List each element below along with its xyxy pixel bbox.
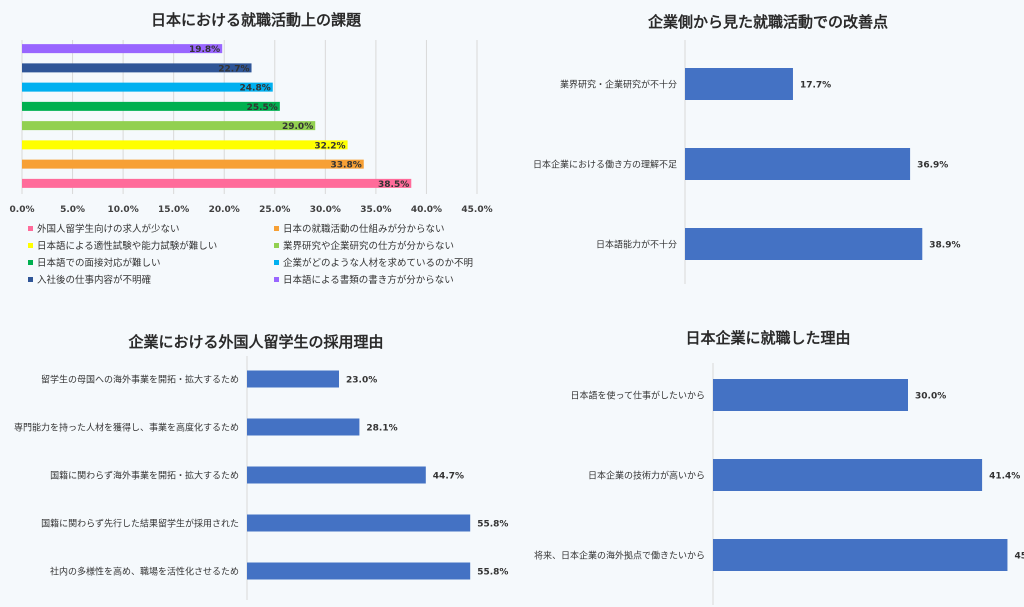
legend-item: 業界研究や企業研究の仕方が分からない: [274, 238, 454, 252]
x-tick-label: 35.0%: [360, 205, 391, 215]
x-tick-label: 45.0%: [461, 205, 492, 215]
bar: [22, 63, 252, 73]
legend-swatch: [28, 225, 33, 231]
legend-item: 入社後の仕事内容が不明確: [28, 272, 151, 286]
bar: [22, 101, 280, 111]
category-label: 留学生の母国への海外事業を開拓・拡大するため: [41, 374, 239, 386]
data-label: 24.8%: [240, 84, 271, 94]
category-label: 社内の多様性を高め、職場を活性化させるため: [50, 566, 239, 578]
data-label: 25.5%: [247, 103, 278, 113]
category-label: 日本企業における働き方の理解不足: [533, 159, 677, 171]
bar: [685, 228, 923, 260]
x-tick-label: 20.0%: [209, 205, 240, 215]
data-label: 45.3%: [1014, 552, 1024, 562]
bar: [22, 140, 348, 150]
bar-chart-job-hunting-issues: 0.0% 5.0% 10.0% 15.0% 20.0% 25.0% 30.0% 35.0% 40…: [10, 40, 493, 215]
legend-label: 日本語での面接対応が難しい: [37, 258, 161, 269]
x-tick-label: 15.0%: [158, 205, 189, 215]
legend-label: 外国人留学生向けの求人が少ない: [37, 224, 180, 235]
legend-swatch: [274, 225, 279, 231]
category-label: 国籍に関わらず海外事業を開拓・拡大するため: [50, 470, 239, 482]
chart-panel-employment-reasons: 日本企業に就職した理由 30.0% 日本語を使って仕事がしたいから 41.4% 日本企…: [512, 310, 1024, 607]
legend-item: 日本語での面接対応が難しい: [28, 255, 161, 269]
legend-swatch: [274, 259, 279, 265]
category-label: 業界研究・企業研究が不十分: [560, 79, 677, 91]
data-label: 29.0%: [282, 122, 313, 132]
data-label: 36.9%: [917, 161, 948, 171]
bar: [247, 370, 339, 388]
bar: [22, 82, 273, 92]
bar-chart-employment-reasons: 30.0% 日本語を使って仕事がしたいから 41.4% 日本企業の技術力が高いから 45…: [534, 363, 1024, 605]
data-label: 38.5%: [378, 180, 409, 190]
bar: [713, 539, 1008, 571]
data-label: 55.8%: [477, 568, 508, 578]
bar-chart-hiring-reasons: 23.0% 留学生の母国への海外事業を開拓・拡大するため 28.1% 専門能力を持った…: [14, 356, 508, 600]
data-label: 28.1%: [366, 424, 397, 434]
x-tick-label: 5.0%: [60, 205, 85, 215]
category-label: 専門能力を持った人材を獲得し、事業を高度化するため: [14, 422, 239, 434]
legend-label: 日本語による適性試験や能力試験が難しい: [37, 241, 218, 252]
data-label: 41.4%: [989, 472, 1020, 482]
legend-label: 業界研究や企業研究の仕方が分からない: [283, 241, 455, 252]
bar-chart-company-improvements: 17.7% 業界研究・企業研究が不十分 36.9% 日本企業における働き方の理解不足 3…: [533, 40, 961, 284]
chart-panel-job-hunting-issues: 日本における就職活動上の課題 0.0% 5.0% 10.0% 15.0% 20.0% 25…: [0, 0, 512, 300]
legend-label: 日本語による書類の書き方が分からない: [283, 275, 454, 286]
x-tick-label: 40.0%: [411, 205, 442, 215]
legend-item: 外国人留学生向けの求人が少ない: [28, 221, 180, 235]
category-label: 国籍に関わらず先行した結果留学生が採用された: [41, 518, 239, 530]
data-label: 22.7%: [218, 64, 249, 74]
legend-swatch: [28, 276, 33, 282]
data-label: 23.0%: [346, 376, 377, 386]
legend-swatch: [28, 242, 33, 248]
bar: [247, 514, 471, 532]
x-tick-label: 25.0%: [259, 205, 290, 215]
chart-title: 日本における就職活動上の課題: [150, 11, 361, 29]
legend-item: 日本語による書類の書き方が分からない: [274, 272, 454, 286]
data-label: 38.9%: [929, 241, 960, 251]
bar: [247, 466, 426, 484]
bar: [247, 562, 471, 580]
data-label: 19.8%: [189, 45, 220, 55]
data-label: 33.8%: [331, 161, 362, 171]
data-label: 30.0%: [915, 392, 946, 402]
bar: [22, 121, 316, 131]
data-label: 32.2%: [314, 141, 345, 151]
chart-title: 企業における外国人留学生の採用理由: [128, 333, 384, 351]
chart-title: 日本企業に就職した理由: [685, 329, 851, 347]
legend-label: 日本の就職活動の仕組みが分からない: [283, 224, 445, 235]
bar: [713, 379, 908, 411]
legend-item: 日本語による適性試験や能力試験が難しい: [28, 238, 217, 252]
data-label: 17.7%: [800, 81, 831, 91]
chart-title: 企業側から見た就職活動での改善点: [647, 13, 888, 31]
data-label: 55.8%: [477, 520, 508, 530]
legend-item: 日本の就職活動の仕組みが分からない: [274, 221, 445, 235]
legend-swatch: [274, 242, 279, 248]
chart-panel-company-improvements: 企業側から見た就職活動での改善点 17.7% 業界研究・企業研究が不十分 36.9%…: [512, 0, 1024, 300]
bar: [685, 68, 793, 100]
bar: [247, 418, 360, 436]
bar: [22, 159, 364, 169]
legend-item: 企業がどのような人材を求めているのか不明: [274, 255, 473, 269]
legend-label: 企業がどのような人材を求めているのか不明: [283, 258, 474, 269]
chart-panel-hiring-reasons: 企業における外国人留学生の採用理由 23.0% 留学生の母国への海外事業を開拓・拡…: [0, 310, 512, 607]
legend-swatch: [274, 276, 279, 282]
category-label: 将来、日本企業の海外拠点で働きたいから: [534, 550, 705, 562]
x-tick-label: 10.0%: [107, 205, 138, 215]
data-label: 44.7%: [433, 472, 464, 482]
category-label: 日本企業の技術力が高いから: [588, 470, 705, 482]
x-tick-label: 30.0%: [310, 205, 341, 215]
category-label: 日本語能力が不十分: [596, 239, 677, 251]
bar: [22, 178, 412, 188]
bar: [22, 44, 223, 54]
category-label: 日本語を使って仕事がしたいから: [570, 390, 705, 402]
bar: [685, 148, 911, 180]
legend-label: 入社後の仕事内容が不明確: [37, 275, 152, 286]
legend-swatch: [28, 259, 33, 265]
bar: [713, 459, 983, 491]
x-tick-label: 0.0%: [10, 205, 35, 215]
